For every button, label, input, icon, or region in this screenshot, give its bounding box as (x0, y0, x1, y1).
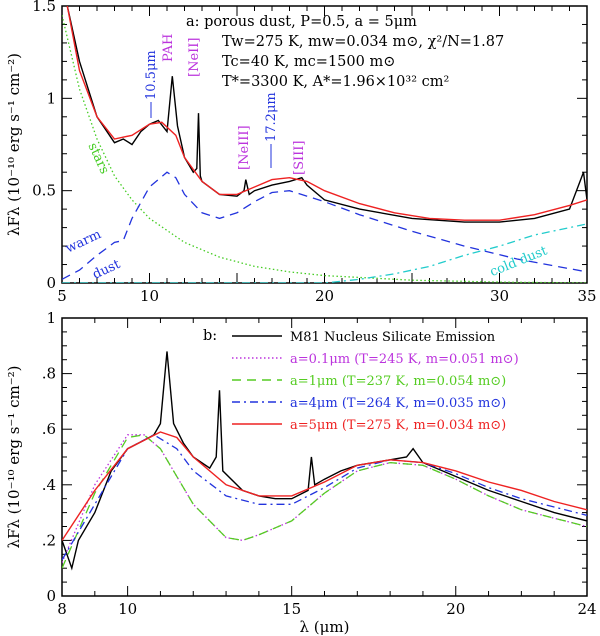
annotation-label: 17.2μm (264, 92, 279, 142)
x-tick-label: 8 (57, 600, 67, 618)
panel-a: 5 10 20 30 35 0 0.5 1 1.5 λFλ (10⁻¹⁰ erg s⁻¹ cm⁻²… (5, 0, 597, 305)
x-tick-label: 24 (577, 600, 596, 618)
legend-prefix: b: (203, 328, 217, 344)
series-line-stars (62, 15, 587, 283)
x-tick-label: 20 (315, 287, 334, 305)
legend-label: a=1μm (T=237 K, m=0.054 m⊙) (290, 374, 506, 389)
y-axis-label: λFλ (10⁻¹⁰ erg s⁻¹ cm⁻²) (5, 365, 23, 548)
y-tick-label: 0.5 (32, 182, 56, 200)
annotation-label: [NeIII] (237, 125, 252, 170)
y-tick-label: 0 (46, 274, 56, 292)
series-line-warm (62, 171, 587, 280)
info-line: Tw=275 K, mw=0.034 m⊙, χ²/N=1.87 (222, 34, 504, 50)
x-tick-label: 10 (140, 287, 159, 305)
annotation-label: [NeII] (187, 38, 202, 77)
annotation-label: PAH (161, 34, 176, 62)
y-tick-label: 1 (46, 89, 56, 107)
y-axis-label: λFλ (10⁻¹⁰ erg s⁻¹ cm⁻²) (5, 53, 23, 236)
legend-label: a=4μm (T=264 K, m=0.035 m⊙) (290, 396, 506, 411)
x-tick-label: 10 (118, 600, 137, 618)
legend-label: a=5μm (T=275 K, m=0.034 m⊙) (290, 418, 506, 433)
y-tick-label: 1 (46, 309, 56, 327)
annotation-label: dust (90, 257, 123, 283)
annotation-label: [SIII] (292, 141, 307, 175)
x-tick-label: 35 (577, 287, 596, 305)
series-line-a=5m (62, 431, 587, 541)
x-tick-label: 5 (57, 287, 67, 305)
x-tick-label: 15 (282, 600, 301, 618)
x-tick-label: 30 (490, 287, 509, 305)
y-tick-label: 0 (46, 587, 56, 605)
annotation-label: cold dust (488, 243, 550, 280)
series-line-a=0.1m (62, 434, 587, 563)
y-tick-label: .6 (42, 420, 56, 438)
info-line: T*=3300 K, A*=1.96×10³² cm² (222, 74, 449, 90)
legend-label: a=0.1μm (T=245 K, m=0.051 m⊙) (290, 352, 519, 367)
y-tick-label: 1.5 (32, 0, 56, 15)
panel-b: 8 10 15 20 24 0 .2 .4 .6 .8 1 λFλ (10⁻¹⁰ erg s⁻¹ cm… (5, 309, 597, 636)
annotation-label: warm (63, 227, 103, 256)
x-tick-label: 20 (446, 600, 465, 618)
series-line-total (66, 6, 587, 221)
series-line-a=1m (62, 434, 587, 569)
legend-label: M81 Nucleus Silicate Emission (290, 330, 496, 345)
y-tick-label: .8 (42, 365, 56, 383)
info-line: Tc=40 K, mc=1500 m⊙ (222, 54, 395, 70)
y-tick-label: .2 (42, 531, 56, 549)
info-line: a: porous dust, P=0.5, a = 5μm (186, 14, 417, 30)
x-axis-label: λ (μm) (300, 618, 350, 636)
annotation-label: stars (84, 141, 111, 177)
y-tick-label: .4 (42, 476, 56, 494)
annotation-label: 10.5μm (144, 50, 159, 100)
